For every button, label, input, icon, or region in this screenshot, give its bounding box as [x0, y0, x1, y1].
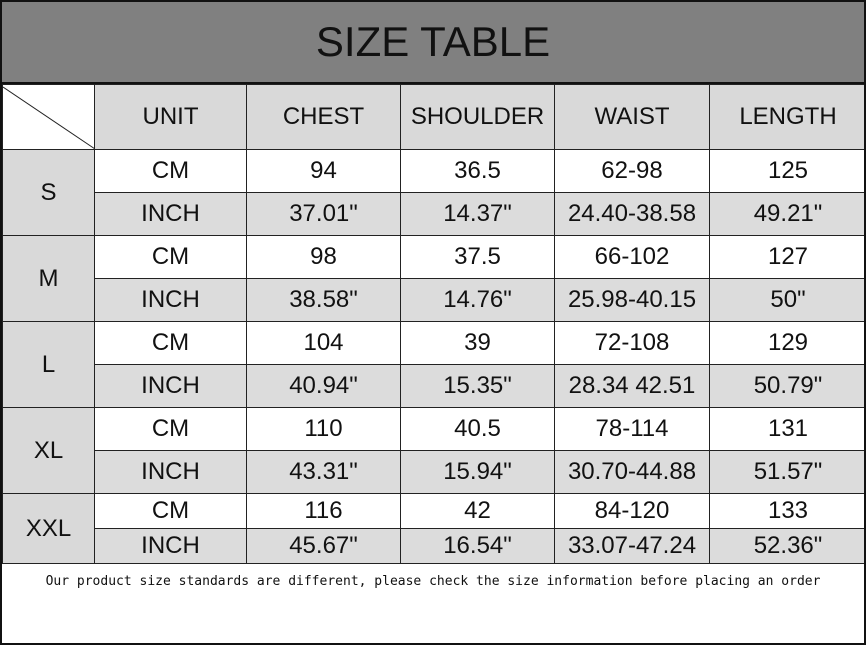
- table-row: L CM 104 39 72-108 129: [2, 321, 864, 408]
- unit-cell: CM: [94, 149, 247, 193]
- value-cell: 36.5: [400, 149, 555, 193]
- unit-cell: CM: [94, 493, 247, 529]
- value-cell: 78-114: [554, 407, 710, 451]
- value-cell: 116: [246, 493, 401, 529]
- corner-cell: [2, 84, 95, 150]
- unit-cell: CM: [94, 407, 247, 451]
- diagonal-line-icon: [3, 86, 94, 149]
- header-row: UNIT CHEST SHOULDER WAIST LENGTH: [2, 84, 864, 150]
- header-length: LENGTH: [709, 84, 864, 150]
- value-cell: 72-108: [554, 321, 710, 365]
- value-cell: 131: [709, 407, 864, 451]
- table-row: INCH 38.58" 14.76" 25.98-40.15 50": [3, 278, 864, 322]
- unit-cell: INCH: [94, 450, 247, 494]
- value-cell: 40.94": [246, 364, 401, 408]
- size-label: L: [2, 321, 95, 408]
- table-row: INCH 37.01" 14.37" 24.40-38.58 49.21": [3, 192, 864, 236]
- header-unit: UNIT: [94, 84, 247, 150]
- table-row: INCH 43.31" 15.94" 30.70-44.88 51.57": [3, 450, 864, 494]
- value-cell: 16.54": [400, 528, 555, 564]
- value-cell: 98: [246, 235, 401, 279]
- header-shoulder: SHOULDER: [400, 84, 555, 150]
- unit-cell: INCH: [94, 192, 247, 236]
- header-chest: CHEST: [246, 84, 401, 150]
- value-cell: 133: [709, 493, 864, 529]
- size-table: UNIT CHEST SHOULDER WAIST LENGTH S CM 94 36…: [2, 84, 864, 564]
- value-cell: 52.36": [709, 528, 864, 564]
- value-cell: 42: [400, 493, 555, 529]
- value-cell: 45.67": [246, 528, 401, 564]
- page-title: SIZE TABLE: [2, 2, 864, 84]
- size-label: XL: [2, 407, 95, 494]
- value-cell: 14.37": [400, 192, 555, 236]
- table-row: M CM 98 37.5 66-102 127: [2, 235, 864, 322]
- value-cell: 62-98: [554, 149, 710, 193]
- value-cell: 30.70-44.88: [554, 450, 710, 494]
- value-cell: 127: [709, 235, 864, 279]
- value-cell: 40.5: [400, 407, 555, 451]
- value-cell: 39: [400, 321, 555, 365]
- value-cell: 104: [246, 321, 401, 365]
- unit-cell: INCH: [94, 364, 247, 408]
- value-cell: 51.57": [709, 450, 864, 494]
- value-cell: 24.40-38.58: [554, 192, 710, 236]
- size-label: XXL: [2, 493, 95, 564]
- value-cell: 50": [709, 278, 864, 322]
- value-cell: 25.98-40.15: [554, 278, 710, 322]
- header-waist: WAIST: [554, 84, 710, 150]
- value-cell: 15.94": [400, 450, 555, 494]
- value-cell: 129: [709, 321, 864, 365]
- size-label: S: [2, 149, 95, 236]
- table-row: INCH 40.94" 15.35" 28.34 42.51 50.79": [3, 364, 864, 408]
- table-row: XL CM 110 40.5 78-114 131: [2, 407, 864, 494]
- value-cell: 33.07-47.24: [554, 528, 710, 564]
- table-row: S CM 94 36.5 62-98 125: [2, 149, 864, 236]
- value-cell: 37.5: [400, 235, 555, 279]
- unit-cell: CM: [94, 235, 247, 279]
- size-note: Our product size standards are different…: [45, 574, 821, 589]
- value-cell: 66-102: [554, 235, 710, 279]
- value-cell: 50.79": [709, 364, 864, 408]
- unit-cell: CM: [94, 321, 247, 365]
- value-cell: 94: [246, 149, 401, 193]
- value-cell: 28.34 42.51: [554, 364, 710, 408]
- value-cell: 38.58": [246, 278, 401, 322]
- unit-cell: INCH: [94, 528, 247, 564]
- value-cell: 125: [709, 149, 864, 193]
- value-cell: 110: [246, 407, 401, 451]
- value-cell: 15.35": [400, 364, 555, 408]
- size-label: M: [2, 235, 95, 322]
- value-cell: 84-120: [554, 493, 710, 529]
- unit-cell: INCH: [94, 278, 247, 322]
- value-cell: 14.76": [400, 278, 555, 322]
- value-cell: 37.01": [246, 192, 401, 236]
- table-row: INCH 45.67" 16.54" 33.07-47.24 52.36": [3, 528, 864, 564]
- value-cell: 49.21": [709, 192, 864, 236]
- table-row: XXL CM 116 42 84-120 133: [2, 493, 864, 564]
- value-cell: 43.31": [246, 450, 401, 494]
